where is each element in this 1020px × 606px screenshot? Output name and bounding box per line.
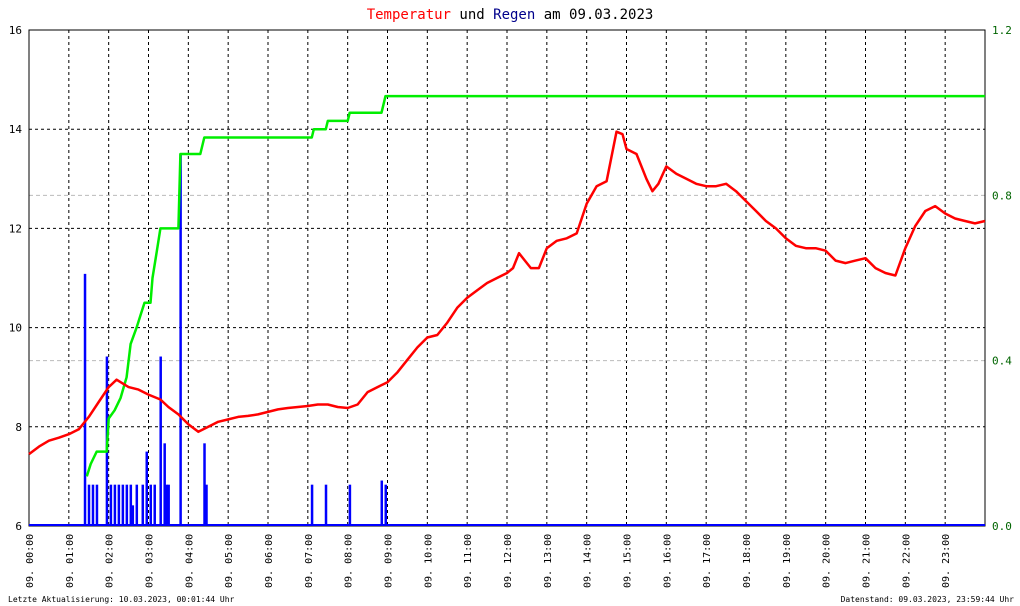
y-left-tick-label: 12 (9, 222, 22, 235)
rain-bar-5 (109, 484, 113, 526)
x-tick-label: 09. 20:00 (822, 534, 833, 588)
rain-bar-10 (129, 484, 133, 526)
x-tick-label: 09. 23:00 (941, 534, 952, 588)
rain-bar-12 (135, 484, 139, 526)
x-tick-label: 09. 10:00 (423, 534, 434, 588)
title-part-1: und (451, 7, 493, 23)
rain-bar-20 (167, 484, 170, 526)
rain-bar-2 (91, 484, 95, 526)
rain-bar-19 (165, 484, 168, 526)
grid (29, 30, 985, 526)
x-axis: 09. 00:00 09. 01:00 09. 02:00 09. 03:00 09. … (25, 534, 952, 588)
x-tick-label: 09. 02:00 (105, 534, 116, 588)
x-tick-label: 09. 14:00 (583, 534, 594, 588)
footer-last-update: Letzte Aktualisierung: 10.03.2023, 00:01… (8, 595, 235, 604)
x-tick-label: 09. 13:00 (543, 534, 554, 588)
rain-bar-26 (348, 484, 352, 526)
title-part-2: Regen (493, 7, 535, 23)
rain-bar-27 (380, 480, 384, 526)
rain-bar-3 (95, 484, 99, 526)
y-left-tick-label: 10 (9, 322, 22, 335)
x-tick-label: 09. 04:00 (184, 534, 195, 588)
rain-bar-15 (149, 484, 152, 526)
rain-bar-28 (384, 484, 388, 526)
x-tick-label: 09. 01:00 (65, 534, 76, 588)
x-tick-label: 09. 08:00 (344, 534, 355, 588)
y-right-tick-label: 0.0 (992, 520, 1012, 533)
x-tick-label: 09. 18:00 (742, 534, 753, 588)
left-axis: 6 8 10 12 14 16 (9, 24, 23, 533)
rain-bar-24 (310, 484, 314, 526)
y-left-tick-label: 8 (15, 421, 22, 434)
x-tick-label: 09. 06:00 (264, 534, 275, 588)
x-tick-label: 09. 03:00 (145, 534, 156, 588)
rain-bar-22 (203, 443, 206, 526)
rain-bar-9 (125, 484, 129, 526)
rain-bar-13 (141, 484, 145, 526)
x-tick-label: 09. 19:00 (782, 534, 793, 588)
rain-bar-16 (153, 484, 156, 526)
right-axis: 0.0 0.4 0.8 1.2 (992, 24, 1012, 533)
x-tick-label: 09. 09:00 (384, 534, 395, 588)
y-left-tick-label: 16 (9, 24, 22, 37)
rain-bar-11 (131, 505, 135, 526)
y-right-tick-label: 1.2 (992, 24, 1012, 37)
rain-bar-6 (113, 484, 117, 526)
rain-bar-18 (163, 443, 166, 526)
footer-data-status: Datenstand: 09.03.2023, 23:59:44 Uhr (841, 595, 1015, 604)
x-tick-label: 09. 05:00 (224, 534, 235, 588)
y-left-tick-label: 6 (15, 520, 22, 533)
rain-bar-25 (324, 484, 328, 526)
x-tick-label: 09. 11:00 (463, 534, 474, 588)
chart-title: Temperatur und Regen am 09.03.2023 (367, 7, 654, 23)
rain-bar-21 (179, 154, 182, 526)
title-part-0: Temperatur (367, 7, 451, 23)
x-tick-label: 09. 07:00 (304, 534, 315, 588)
rain-bar-14 (145, 451, 149, 526)
x-tick-label: 09. 15:00 (623, 534, 634, 588)
temperature-line (28, 130, 986, 456)
x-tick-label: 09. 22:00 (901, 534, 912, 588)
x-tick-label: 09. 16:00 (662, 534, 673, 588)
y-right-tick-label: 0.8 (992, 189, 1012, 202)
rain-bar-7 (117, 484, 121, 526)
cumulative-rain-line (85, 94, 985, 477)
series-lines (28, 94, 986, 477)
y-left-tick-label: 14 (9, 123, 23, 136)
x-tick-label: 09. 21:00 (862, 534, 873, 588)
x-tick-label: 09. 17:00 (702, 534, 713, 588)
rain-bar-8 (121, 484, 125, 526)
x-tick-label: 09. 12:00 (503, 534, 514, 588)
title-part-3: am 09.03.2023 (535, 7, 653, 23)
rain-bar-1 (87, 484, 91, 526)
rain-bar-23 (205, 484, 208, 526)
x-tick-label: 09. 00:00 (25, 534, 36, 588)
rain-bar-17 (159, 356, 162, 526)
rain-bar-0 (83, 273, 87, 526)
y-right-tick-label: 0.4 (992, 355, 1012, 368)
